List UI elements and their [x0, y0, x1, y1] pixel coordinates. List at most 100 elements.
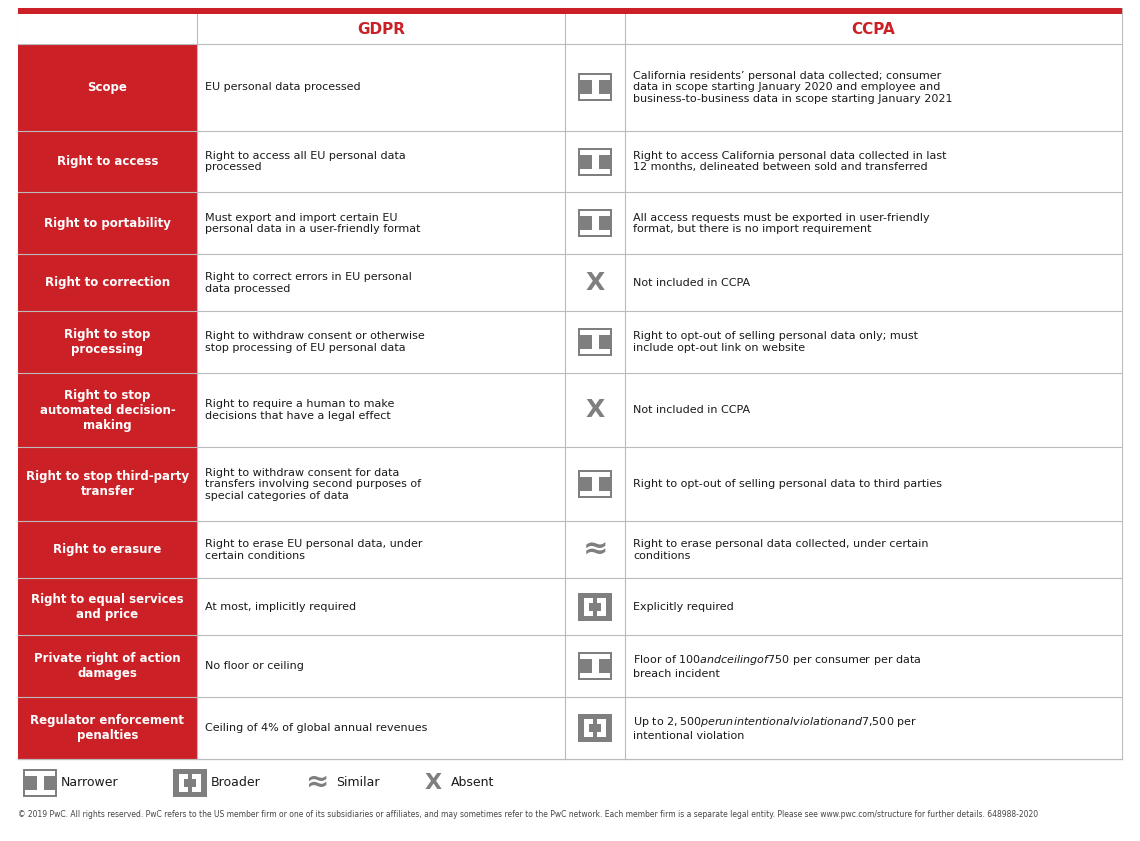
Bar	[584, 611, 593, 616]
Bar	[196, 774, 201, 792]
Bar	[597, 598, 606, 603]
Text: Right to correction: Right to correction	[44, 276, 170, 289]
Bar	[580, 473, 610, 478]
Bar	[197, 635, 565, 697]
Bar	[18, 697, 197, 759]
Bar	[592, 659, 598, 674]
Bar	[192, 787, 201, 792]
Text: Right to stop third-party
transfer: Right to stop third-party transfer	[26, 470, 189, 499]
Text: Right to correct errors in EU personal
data processed: Right to correct errors in EU personal d…	[205, 272, 412, 294]
Bar	[197, 193, 565, 254]
Bar	[565, 579, 625, 635]
Text: Right to access California personal data collected in last
12 months, delineated: Right to access California personal data…	[633, 151, 946, 172]
Text: X: X	[424, 773, 441, 793]
Text: California residents’ personal data collected; consumer
data in scope starting J: California residents’ personal data coll…	[633, 71, 953, 104]
Bar	[18, 8, 1122, 759]
Bar	[18, 254, 197, 311]
Text: X: X	[585, 271, 604, 294]
Text: © 2019 PwC. All rights reserved. PwC refers to the US member firm or one of its : © 2019 PwC. All rights reserved. PwC ref…	[18, 810, 1039, 819]
Text: Private right of action
damages: Private right of action damages	[34, 653, 181, 680]
Bar	[179, 774, 188, 779]
Text: Right to require a human to make
decisions that have a legal effect: Right to require a human to make decisio…	[205, 399, 394, 421]
Bar	[565, 130, 625, 193]
Bar	[597, 719, 606, 724]
Bar	[625, 521, 1122, 579]
Bar	[625, 579, 1122, 635]
Bar	[625, 697, 1122, 759]
Text: Right to portability: Right to portability	[44, 217, 171, 230]
Text: Broader: Broader	[211, 776, 261, 790]
Bar	[592, 478, 598, 491]
Text: At most, implicitly required: At most, implicitly required	[205, 602, 356, 612]
Bar	[565, 447, 625, 521]
Bar	[625, 373, 1122, 447]
Bar	[580, 168, 610, 173]
Bar	[18, 130, 197, 193]
Text: EU personal data processed: EU personal data processed	[205, 82, 360, 93]
Text: Right to access: Right to access	[57, 155, 158, 168]
Bar	[601, 719, 606, 737]
Text: ≈: ≈	[583, 536, 608, 564]
Bar	[25, 771, 55, 776]
Bar	[625, 44, 1122, 130]
Bar	[584, 719, 589, 737]
Bar	[578, 73, 612, 101]
Bar	[625, 254, 1122, 311]
Bar	[18, 311, 197, 373]
Bar	[18, 521, 197, 579]
Text: Narrower: Narrower	[62, 776, 119, 790]
Bar	[592, 155, 598, 168]
Text: CCPA: CCPA	[852, 22, 895, 36]
Bar	[580, 211, 610, 216]
Bar	[578, 147, 612, 176]
Bar	[197, 373, 565, 447]
Bar	[592, 216, 598, 230]
Text: Right to erasure: Right to erasure	[54, 543, 162, 557]
Text: Right to access all EU personal data
processed: Right to access all EU personal data pro…	[205, 151, 406, 172]
Text: All access requests must be exported in user-friendly
format, but there is no im: All access requests must be exported in …	[633, 213, 929, 234]
Bar	[625, 447, 1122, 521]
Bar	[25, 790, 55, 795]
Text: Right to stop
automated decision-
making: Right to stop automated decision- making	[40, 389, 176, 431]
Bar	[197, 130, 565, 193]
Bar	[580, 76, 610, 80]
Bar	[597, 611, 606, 616]
Text: Right to opt-out of selling personal data only; must
include opt-out link on web: Right to opt-out of selling personal dat…	[633, 331, 918, 353]
Bar	[36, 776, 43, 790]
Text: Right to erase personal data collected, under certain
conditions: Right to erase personal data collected, …	[633, 539, 928, 561]
Text: GDPR: GDPR	[357, 22, 405, 36]
Bar	[625, 130, 1122, 193]
Bar	[601, 598, 606, 616]
Bar	[625, 311, 1122, 373]
Bar	[580, 230, 610, 235]
Text: Absent: Absent	[451, 776, 495, 790]
Bar	[625, 635, 1122, 697]
Text: Floor of $100 and ceiling of $750 per consumer per data
breach incident: Floor of $100 and ceiling of $750 per co…	[633, 653, 921, 679]
Text: No floor or ceiling: No floor or ceiling	[205, 661, 304, 671]
Bar	[597, 732, 606, 737]
Text: Ceiling of 4% of global annual revenues: Ceiling of 4% of global annual revenues	[205, 723, 428, 733]
Text: Right to equal services
and price: Right to equal services and price	[31, 593, 184, 621]
Bar	[197, 254, 565, 311]
Bar	[578, 714, 612, 742]
Bar	[578, 328, 612, 356]
Text: Not included in CCPA: Not included in CCPA	[633, 405, 750, 415]
Bar	[565, 635, 625, 697]
Text: Right to opt-out of selling personal data to third parties: Right to opt-out of selling personal dat…	[633, 479, 942, 489]
Bar	[592, 335, 598, 349]
Bar	[580, 674, 610, 678]
Bar	[23, 769, 57, 797]
Bar	[565, 44, 625, 130]
Text: Must export and import certain EU
personal data in a user-friendly format: Must export and import certain EU person…	[205, 213, 421, 234]
Bar	[18, 193, 197, 254]
Bar	[578, 470, 612, 499]
Bar	[18, 373, 197, 447]
Bar	[565, 311, 625, 373]
Bar	[197, 521, 565, 579]
Bar	[197, 447, 565, 521]
Text: Up to $2,500 per unintentional violation and $7,500 per
intentional violation: Up to $2,500 per unintentional violation…	[633, 716, 918, 741]
Text: Right to withdraw consent for data
transfers involving second purposes of
specia: Right to withdraw consent for data trans…	[205, 468, 421, 501]
Bar	[580, 331, 610, 335]
Bar	[584, 719, 593, 724]
Text: Similar: Similar	[336, 776, 380, 790]
